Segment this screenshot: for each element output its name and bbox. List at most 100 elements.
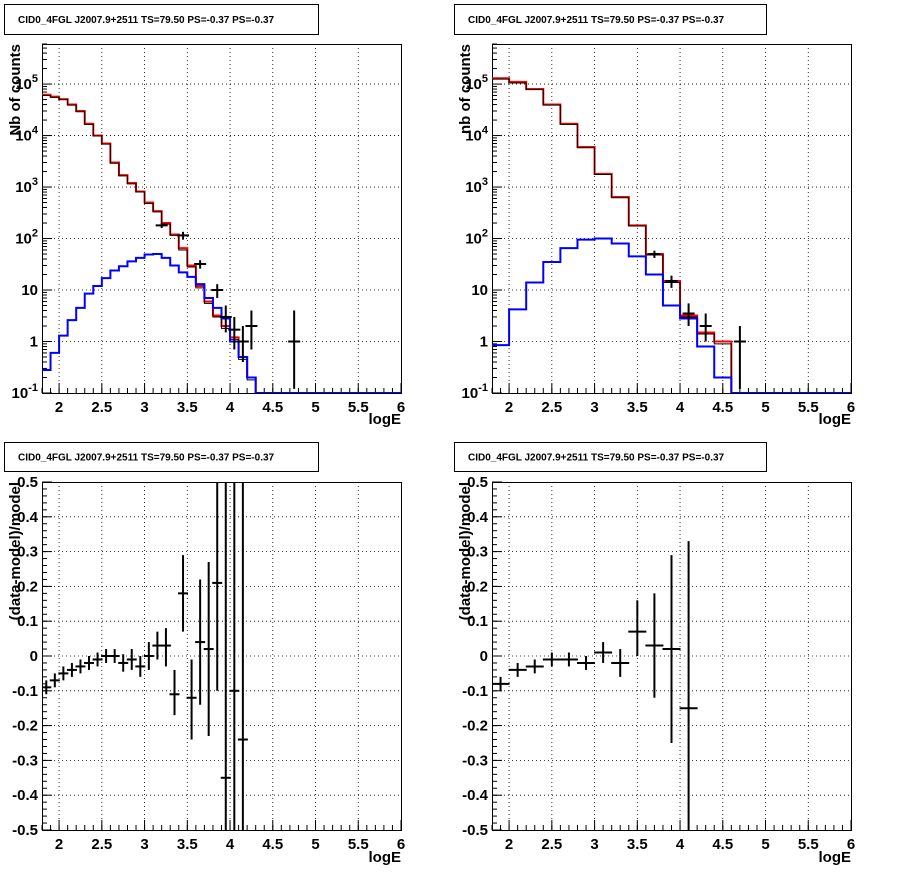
plot-area: [492, 77, 851, 393]
title-box: [454, 4, 767, 35]
y-tick-label: -0.1: [462, 683, 488, 700]
y-axis-label: nb of counts: [457, 44, 474, 134]
panel-title: CID0_4FGL J2007.9+2511 TS=79.50 PS=-0.37…: [18, 15, 275, 26]
title-box: [4, 4, 319, 35]
y-tick-label: 0.2: [17, 578, 38, 595]
y-tick-label: 0.1: [17, 613, 38, 630]
x-tick-label: 4: [226, 399, 235, 416]
histogram-2: [492, 78, 851, 393]
y-tick-label: 10-1: [462, 382, 488, 402]
y-tick-label: -0.4: [12, 787, 39, 804]
x-tick-label: 3.5: [627, 836, 648, 853]
x-tick-label: 5.5: [798, 836, 819, 853]
x-tick-label: 5: [311, 399, 319, 416]
panel-1: CID0_4FGL J2007.9+2511 TS=79.50 PS=-0.37…: [4, 4, 405, 428]
y-tick-label: 0.1: [467, 613, 488, 630]
y-tick-label: 0.5: [467, 474, 488, 491]
x-tick-label: 5.5: [348, 836, 369, 853]
y-tick-label: 0.4: [17, 509, 39, 526]
x-tick-label: 3.5: [627, 399, 648, 416]
y-tick-label: 0.2: [467, 578, 488, 595]
x-tick-label: 2.5: [541, 399, 562, 416]
x-tick-label: 2: [505, 399, 513, 416]
panel-title: CID0_4FGL J2007.9+2511 TS=79.50 PS=-0.37…: [18, 453, 275, 464]
y-tick-label: 103: [465, 176, 488, 196]
x-axis-label: logE: [369, 849, 402, 866]
x-tick-label: 2.5: [91, 399, 112, 416]
y-tick-label: 105: [15, 73, 38, 93]
x-tick-label: 3: [590, 836, 598, 853]
y-axis-label: Nb of counts: [7, 44, 24, 136]
plot-area: [42, 482, 248, 830]
x-tick-label: 2: [505, 836, 513, 853]
y-tick-label: 0: [30, 648, 38, 665]
x-axis-label: logE: [819, 411, 852, 428]
plot-frame: [492, 44, 852, 394]
x-tick-label: 5.5: [798, 399, 819, 416]
histogram-3: [42, 253, 401, 393]
x-tick-label: 2: [55, 399, 63, 416]
y-tick-label: 10: [471, 282, 488, 299]
x-tick-label: 5: [761, 836, 769, 853]
x-tick-label: 4: [226, 836, 235, 853]
y-tick-label: 104: [15, 125, 39, 145]
panel-2: CID0_4FGL J2007.9+2511 TS=79.50 PS=-0.37…: [454, 4, 855, 428]
title-box: [454, 442, 767, 472]
y-tick-label: 0.4: [467, 509, 489, 526]
y-tick-label: -0.4: [462, 787, 489, 804]
y-tick-label: -0.3: [462, 752, 488, 769]
y-tick-label: -0.2: [462, 718, 488, 735]
x-tick-label: 3.5: [177, 399, 198, 416]
x-tick-label: 5: [311, 836, 319, 853]
y-tick-label: 10-1: [12, 382, 38, 402]
y-tick-label: 103: [15, 176, 38, 196]
y-axis-label: (data-model)/model: [7, 482, 24, 620]
panel-3: CID0_4FGL J2007.9+2511 TS=79.50 PS=-0.37…: [4, 442, 405, 866]
y-tick-label: -0.2: [12, 718, 38, 735]
y-tick-label: 104: [465, 125, 489, 145]
x-tick-label: 6: [847, 399, 855, 416]
x-axis-label: logE: [819, 849, 852, 866]
y-tick-label: 0.3: [467, 544, 488, 561]
y-tick-label: -0.5: [462, 822, 488, 839]
y-tick-label: 102: [465, 228, 488, 248]
x-tick-label: 4.5: [712, 836, 733, 853]
x-tick-label: 6: [397, 836, 405, 853]
panel-4: CID0_4FGL J2007.9+2511 TS=79.50 PS=-0.37…: [454, 442, 855, 866]
y-tick-label: 10: [21, 282, 38, 299]
histogram-3: [492, 237, 851, 393]
y-tick-label: 1: [30, 334, 38, 351]
y-tick-label: -0.1: [12, 683, 38, 700]
x-tick-label: 4.5: [262, 399, 283, 416]
x-tick-label: 4: [676, 836, 685, 853]
y-axis-label: (data-model)/model: [457, 482, 474, 620]
panel-title: CID0_4FGL J2007.9+2511 TS=79.50 PS=-0.37…: [468, 15, 725, 26]
x-tick-label: 4.5: [262, 836, 283, 853]
panel-title: CID0_4FGL J2007.9+2511 TS=79.50 PS=-0.37…: [468, 453, 725, 464]
x-tick-label: 5.5: [348, 399, 369, 416]
y-tick-label: 102: [15, 228, 38, 248]
plot-frame: [42, 44, 402, 394]
x-tick-label: 6: [397, 399, 405, 416]
y-tick-label: 0.3: [17, 544, 38, 561]
x-tick-label: 3: [140, 399, 148, 416]
x-tick-label: 3: [590, 399, 598, 416]
histogram-2: [42, 94, 401, 393]
title-box: [4, 442, 319, 472]
y-tick-label: 1: [480, 334, 488, 351]
x-tick-label: 2.5: [541, 836, 562, 853]
x-tick-label: 6: [847, 836, 855, 853]
y-tick-label: -0.5: [12, 822, 38, 839]
x-tick-label: 5: [761, 399, 769, 416]
y-tick-label: 0: [480, 648, 488, 665]
x-axis-label: logE: [369, 411, 402, 428]
x-tick-label: 4.5: [712, 399, 733, 416]
plot-area: [492, 541, 698, 830]
plot-area: [42, 93, 401, 393]
x-tick-label: 4: [676, 399, 685, 416]
x-tick-label: 3: [140, 836, 148, 853]
y-tick-label: 0.5: [17, 474, 38, 491]
x-tick-label: 2.5: [91, 836, 112, 853]
y-tick-label: -0.3: [12, 752, 38, 769]
